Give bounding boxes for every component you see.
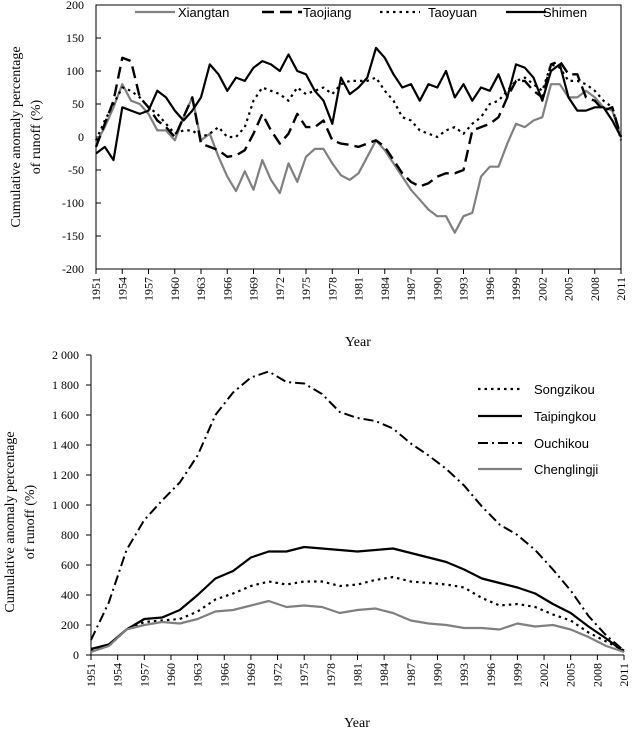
bottom-y-tick-label: 400	[61, 588, 79, 602]
top-y-tick-label: 0	[78, 130, 84, 144]
top-x-tick-label: 2008	[588, 277, 602, 301]
bottom-y-tick-label: 1 000	[52, 498, 79, 512]
top-x-tick-label: 1996	[483, 277, 497, 301]
top-x-axis: 1951 1954 1957 1960 1963 1966 1969 1972 1975 1978…	[89, 269, 628, 301]
top-x-tick-label: 1963	[194, 277, 208, 301]
top-x-tick-label: 1981	[352, 277, 366, 301]
bottom-x-tick-label: 1984	[377, 663, 391, 687]
top-y-tick-label: -150	[62, 229, 84, 243]
top-x-tick-label: 2011	[614, 277, 628, 301]
bottom-x-tick-label: 1999	[510, 663, 524, 687]
top-y-tick-label: -50	[68, 163, 84, 177]
bottom-legend-label-chenglingji: Chenglingji	[534, 462, 598, 477]
bottom-legend-label-songzikou: Songzikou	[534, 382, 595, 397]
bottom-x-tick-label: 2011	[617, 663, 631, 687]
bottom-series-group	[90, 370, 625, 654]
top-y-tick-label: 50	[72, 97, 84, 111]
bottom-legend-label-taipingkou: Taipingkou	[534, 409, 596, 424]
bottom-x-tick-label: 1972	[271, 663, 285, 687]
bottom-legend: Songzikou Taipingkou Ouchikou Chenglingji	[478, 382, 598, 477]
top-legend-label-taojiang: Taojiang	[303, 5, 351, 20]
top-y-tick-label: 200	[66, 0, 84, 12]
top-legend-label-xiangtan: Xiangtan	[178, 5, 229, 20]
top-legend: Xiangtan Taojiang Taoyuan Shimen	[135, 5, 587, 20]
top-y-label-line1: Cumulative anomaly percentage	[9, 46, 24, 227]
top-x-tick-label: 1975	[299, 277, 313, 301]
top-y-tick-label: -200	[62, 262, 84, 276]
bottom-y-axis: 0 200 400 600 800 1 000 1 200 1 400 1 600 1 800 2 …	[52, 348, 91, 662]
bottom-x-tick-label: 1963	[191, 663, 205, 687]
bottom-legend-label-ouchikou: Ouchikou	[534, 436, 589, 451]
bottom-series-line-songzikou	[90, 575, 625, 652]
top-y-label-line2: of runoff (%)	[29, 99, 44, 174]
bottom-y-label-line2: of runoff (%)	[23, 484, 38, 559]
top-x-tick-label: 1951	[89, 277, 103, 301]
top-x-tick-label: 1966	[220, 277, 234, 301]
top-x-tick-label: 1993	[457, 277, 471, 301]
top-y-tick-label: 100	[66, 64, 84, 78]
bottom-y-tick-label: 200	[61, 618, 79, 632]
bottom-series-line-chenglingji	[90, 599, 625, 654]
bottom-y-tick-label: 1 200	[52, 468, 79, 482]
top-y-axis: -200 -150 -100 -50 0 50 100 150 200	[62, 0, 101, 276]
top-x-tick-label: 1978	[325, 277, 339, 301]
top-x-tick-label: 1984	[378, 277, 392, 301]
top-x-tick-label: 1969	[247, 277, 261, 301]
top-legend-label-shimen: Shimen	[543, 5, 587, 20]
top-y-tick-label: -100	[62, 196, 84, 210]
top-series-line-shimen	[95, 46, 622, 162]
top-y-tick-label: 150	[66, 31, 84, 45]
bottom-x-label: Year	[344, 716, 370, 731]
top-legend-label-taoyuan: Taoyuan	[428, 5, 477, 20]
bottom-x-tick-label: 2008	[590, 663, 604, 687]
top-series-line-xiangtan	[95, 83, 623, 234]
top-x-tick-label: 1957	[142, 277, 156, 301]
bottom-y-tick-label: 1 800	[52, 378, 79, 392]
bottom-y-tick-label: 800	[61, 528, 79, 542]
bottom-x-tick-label: 1996	[484, 663, 498, 687]
bottom-y-label-line1: Cumulative anomaly percentage	[3, 431, 18, 612]
bottom-x-tick-label: 1981	[351, 663, 365, 687]
top-chart: -200 -150 -100 -50 0 50 100 150 200 1951 1954 1957…	[9, 0, 628, 350]
bottom-x-tick-label: 1987	[404, 663, 418, 687]
top-x-tick-label: 1954	[115, 277, 129, 301]
bottom-y-tick-label: 2 000	[52, 348, 79, 362]
bottom-x-tick-label: 1969	[244, 663, 258, 687]
bottom-y-tick-label: 600	[61, 558, 79, 572]
top-plot-frame	[95, 4, 622, 270]
top-x-tick-label: 1999	[509, 277, 523, 301]
top-series-line-taojiang	[94, 56, 623, 188]
bottom-y-tick-label: 1 400	[52, 438, 79, 452]
bottom-y-tick-label: 0	[73, 648, 79, 662]
bottom-x-tick-label: 1990	[430, 663, 444, 687]
top-series-group	[94, 46, 623, 234]
bottom-series-line-ouchikou	[90, 370, 625, 652]
bottom-x-tick-label: 2005	[564, 663, 578, 687]
top-x-tick-label: 2002	[535, 277, 549, 301]
bottom-x-tick-label: 2002	[537, 663, 551, 687]
top-x-tick-label: 2005	[562, 277, 576, 301]
bottom-x-axis: 1951 1954 1957 1960 1963 1966 1969 1972 1975 1978…	[84, 655, 631, 687]
bottom-x-tick-label: 1951	[84, 663, 98, 687]
bottom-x-tick-label: 1975	[297, 663, 311, 687]
bottom-chart: 0 200 400 600 800 1 000 1 200 1 400 1 600 1 800 2 …	[3, 348, 631, 731]
bottom-x-tick-label: 1966	[217, 663, 231, 687]
bottom-y-tick-label: 1 600	[52, 408, 79, 422]
bottom-x-tick-label: 1954	[111, 663, 125, 687]
top-x-tick-label: 1972	[273, 277, 287, 301]
top-x-tick-label: 1987	[404, 277, 418, 301]
top-x-tick-label: 1990	[430, 277, 444, 301]
top-x-tick-label: 1960	[168, 277, 182, 301]
bottom-x-tick-label: 1993	[457, 663, 471, 687]
bottom-x-tick-label: 1960	[164, 663, 178, 687]
top-x-label: Year	[345, 335, 371, 350]
bottom-x-tick-label: 1978	[324, 663, 338, 687]
bottom-x-tick-label: 1957	[137, 663, 151, 687]
top-series-line-taoyuan	[94, 63, 623, 141]
bottom-series-line-taipingkou	[90, 545, 625, 653]
